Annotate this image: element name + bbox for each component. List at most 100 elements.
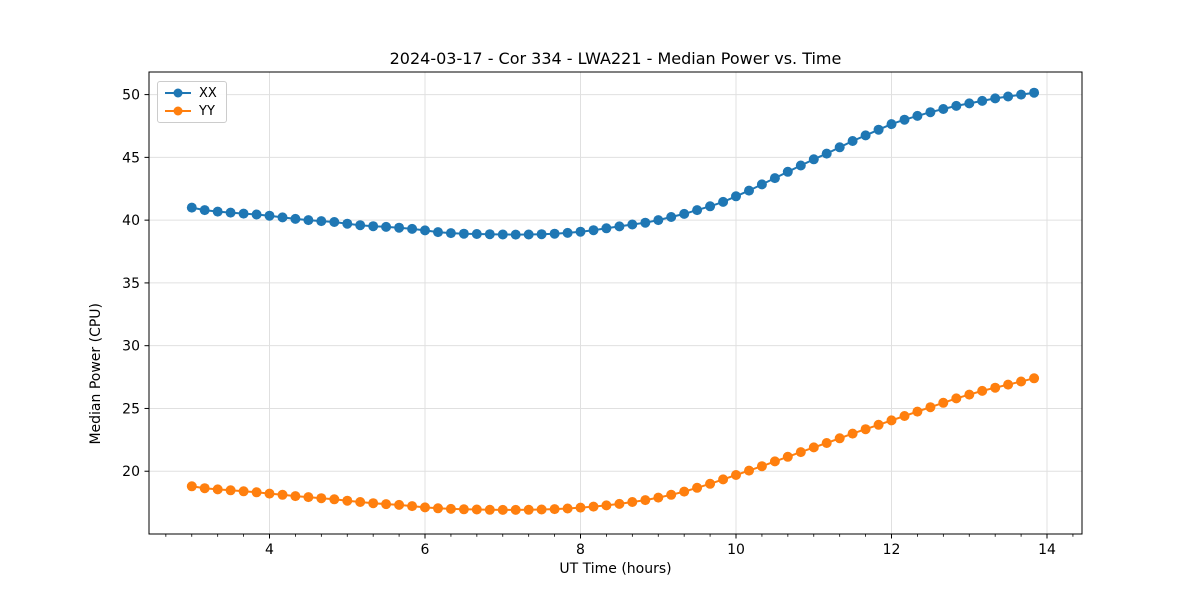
data-point-yy [912,406,923,417]
data-point-xx [1003,91,1014,102]
data-point-xx [420,225,430,236]
legend-item-xx: XX [164,84,220,102]
data-point-yy [510,504,521,515]
data-point-xx [951,100,962,111]
data-point-yy [471,504,482,515]
x-tick-label: 4 [265,542,274,558]
data-point-yy [756,461,767,472]
data-point-xx [601,223,612,234]
data-point-xx [277,212,288,223]
data-point-yy [769,456,780,467]
y-tick-label: 35 [122,276,140,292]
data-point-xx [199,205,210,216]
data-point-yy [458,504,469,515]
data-point-xx [666,212,677,222]
data-point-xx [692,205,703,216]
data-point-xx [873,124,884,135]
data-point-xx [251,209,262,220]
data-point-yy [575,502,586,513]
data-point-yy [523,504,534,515]
data-point-yy [808,442,819,453]
data-point-yy [679,486,690,497]
y-tick-label: 20 [122,464,140,480]
data-point-xx [484,229,495,240]
data-point-yy [666,489,677,500]
legend-line-marker-icon [165,106,191,116]
data-point-yy [718,474,729,485]
data-point-yy [1029,373,1040,384]
legend: XX YY [157,81,227,123]
data-point-yy [614,498,625,509]
y-tick-label: 45 [122,150,140,166]
data-point-yy [640,495,651,506]
data-point-yy [290,491,301,502]
y-tick-label: 40 [122,213,140,229]
data-point-xx [705,201,716,212]
data-point-yy [407,501,418,512]
data-point-xx [886,119,897,130]
data-point-yy [484,504,495,515]
data-point-yy [445,503,456,514]
data-point-yy [653,492,664,503]
y-tick-label: 50 [122,88,140,104]
data-point-yy [1003,379,1014,390]
data-point-xx [445,228,456,239]
data-point-xx [912,110,923,121]
data-point-yy [355,497,366,507]
data-point-yy [588,501,599,512]
data-point-xx [640,217,651,228]
series-xx-line [191,91,1035,236]
x-axis-label: UT Time (hours) [559,561,672,577]
data-point-xx [368,221,379,232]
data-point-xx [225,207,236,218]
data-point-xx [523,229,534,240]
data-point-yy [795,447,806,458]
data-point-yy [381,499,392,510]
data-point-yy [394,499,405,510]
data-point-xx [510,229,521,240]
data-point-xx [1029,87,1040,98]
data-point-xx [964,98,975,109]
data-point-yy [433,503,443,514]
data-point-xx [394,222,405,233]
data-point-yy [199,483,210,494]
chart-title: 2024-03-17 - Cor 334 - LWA221 - Median P… [389,49,842,68]
data-point-yy [899,411,910,421]
data-point-yy [264,488,275,499]
data-point-yy [834,433,845,444]
data-point-yy [990,382,1001,393]
data-point-yy [316,493,327,504]
data-point-xx [925,107,936,118]
data-point-yy [886,415,897,426]
data-point-yy [251,487,262,498]
data-point-yy [925,402,936,413]
plot-frame [148,71,1083,535]
data-point-yy [329,494,340,505]
data-point-yy [821,438,832,448]
data-point-xx [471,229,482,239]
data-point-xx [186,202,197,213]
data-point-yy [1016,376,1027,387]
data-point-xx [795,160,806,171]
y-tick-label: 30 [122,339,140,355]
data-point-xx [549,228,560,239]
data-point-xx [407,223,418,234]
data-point-xx [627,219,638,230]
data-point-xx [782,166,793,177]
data-point-yy [860,424,871,435]
data-point-xx [653,215,664,226]
data-point-xx [769,173,780,184]
data-point-yy [692,482,703,493]
data-point-yy [731,470,741,480]
y-axis-label-text: Median Power (CPU) [88,302,104,445]
legend-label-yy: YY [199,103,215,119]
data-point-xx [303,215,314,226]
data-point-xx [536,229,547,240]
data-point-xx [264,210,275,221]
data-point-yy [303,492,314,503]
x-tick-label: 14 [1038,542,1056,558]
data-point-yy [782,451,793,462]
data-point-yy [212,484,223,495]
x-tick-label: 8 [576,542,585,558]
